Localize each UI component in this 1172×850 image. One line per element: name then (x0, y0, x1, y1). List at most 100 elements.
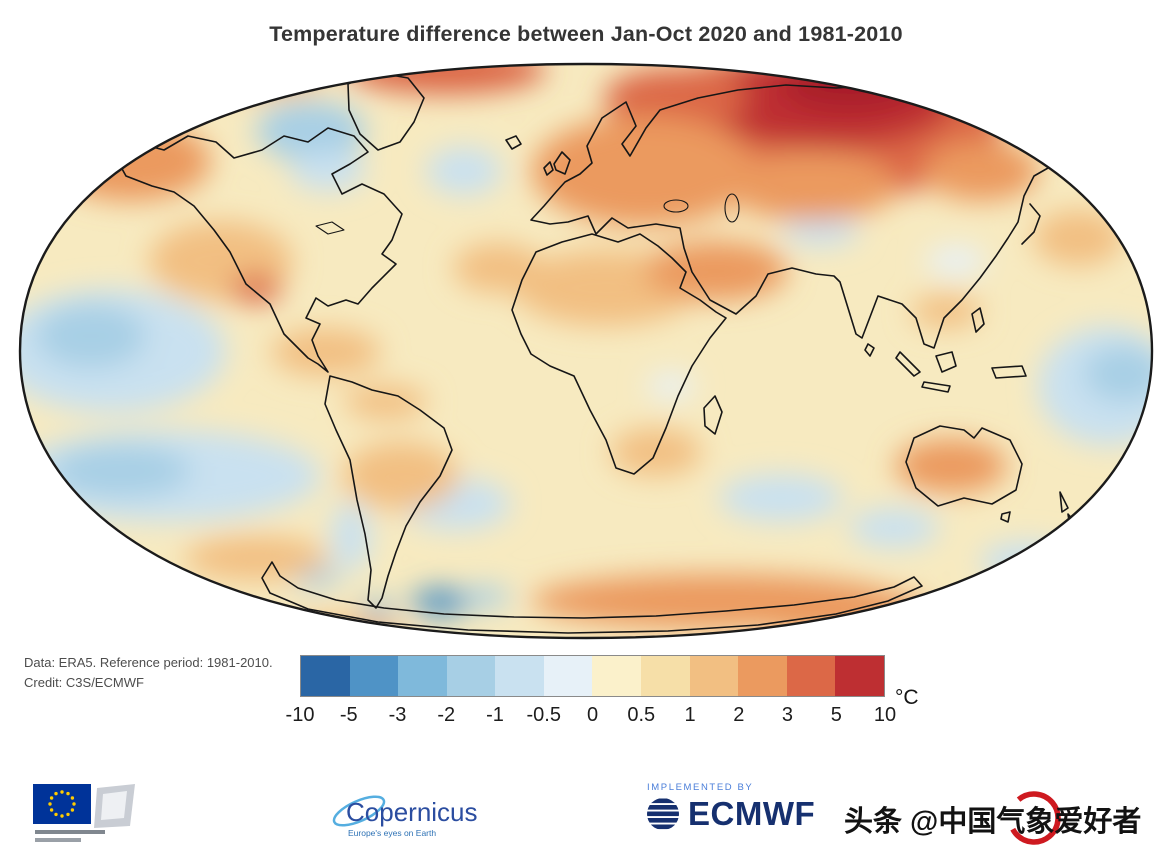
blob-echina-cool (926, 246, 986, 276)
blob-centralasia-warm (726, 151, 896, 221)
coast-ireland (543, 161, 554, 176)
colorbar-tick: 3 (781, 704, 794, 726)
blob-nechina-warm (923, 141, 1039, 201)
colorbar-tick: 2 (733, 704, 745, 726)
eu-commission-logo (33, 784, 153, 846)
coast-java (921, 381, 951, 393)
colorbar-segment (786, 656, 836, 696)
colorbar-segment (301, 656, 350, 696)
blob-antarctic-deep1 (411, 588, 471, 616)
lake-great-lakes (315, 221, 345, 235)
eu-flag-icon (33, 784, 135, 828)
lake-caspian (724, 193, 740, 223)
blob-barents-warm (604, 68, 748, 128)
blob-tibet-cool (783, 216, 859, 246)
copernicus-logo-icon: Copernicus Europe's eyes on Earth (332, 795, 478, 838)
copernicus-wordmark: Copernicus (346, 797, 478, 827)
blob-hudson-cool (256, 101, 366, 161)
blob-spacific-warm (184, 536, 328, 580)
blob-siberia-core-red (781, 64, 921, 110)
colorbar-segment (495, 656, 544, 696)
coast-madagascar (703, 395, 723, 435)
watermark-red-ring-icon (1007, 791, 1061, 845)
coast-africa (511, 233, 727, 475)
blob-hudson-cool2 (290, 151, 366, 191)
coast-north-america (115, 127, 403, 373)
blob-swaustralia-cool (849, 508, 939, 548)
colorbar (300, 655, 885, 697)
eu-logo-caption-bar (35, 830, 105, 834)
data-credit: Data: ERA5. Reference period: 1981-2010.… (24, 653, 296, 693)
blob-australia-warm (895, 439, 1007, 493)
coast-uk (553, 151, 571, 175)
blob-seasia-warm (911, 294, 981, 328)
watermark: 头条 @中国气象爱好者 (844, 791, 1164, 848)
colorbar-segment (689, 656, 739, 696)
colorbar-tick: -5 (339, 704, 358, 726)
map-outline (18, 62, 1154, 640)
blob-mideast-warm (644, 241, 788, 301)
colorbar-segment (738, 656, 787, 696)
coast-philippines (971, 307, 985, 333)
credit-line-1: Data: ERA5. Reference period: 1981-2010. (24, 655, 273, 670)
blob-sindian-cool (719, 474, 843, 522)
ecmwf-sphere-icon (647, 798, 679, 830)
colorbar-tick: 0 (586, 704, 599, 726)
eu-logo-caption-bar (35, 838, 81, 842)
colorbar-segment (446, 656, 496, 696)
coastlines (115, 71, 1079, 634)
colorbar-segment (641, 656, 690, 696)
coast-japan (1021, 203, 1041, 245)
colorbar-tick: -1 (486, 704, 504, 726)
coast-eurasia (530, 84, 1057, 349)
colorbar-segment (835, 656, 884, 696)
colorbar-tick: -0.5 (526, 704, 561, 726)
coast-antarctica (261, 561, 923, 634)
colorbar-unit: °C (895, 686, 919, 709)
colorbar-tick: -10 (285, 704, 315, 726)
figure-title: Temperature difference between Jan-Oct 2… (269, 22, 903, 46)
world-anomaly-map (18, 62, 1154, 640)
coast-iceland (505, 135, 522, 150)
colorbar-tick: 0.5 (627, 704, 656, 726)
blob-antarctic-cool4 (462, 586, 510, 608)
sea-black (663, 199, 689, 213)
blob-swus-hot (230, 275, 282, 303)
colorbar-segment (349, 656, 399, 696)
colorbar-segment (543, 656, 593, 696)
colorbar-tick: 1 (684, 704, 696, 726)
copernicus-tagline: Europe's eyes on Earth (348, 828, 436, 838)
colorbar-segment (398, 656, 447, 696)
colorbar-ticks: -10 -5 -3 -2 -1 -0.5 0 0.5 1 2 3 5 10 (286, 704, 897, 730)
blob-samerica-north-warm (344, 385, 428, 419)
blob-mexico-warm (271, 328, 381, 376)
coast-australia (905, 425, 1023, 507)
credit-line-2: Credit: C3S/ECMWF (24, 675, 144, 690)
coast-nz-north (1059, 491, 1069, 513)
watermark-text: 头条 @中国气象爱好者 (844, 806, 1142, 838)
colorbar-tick: -2 (437, 704, 456, 726)
coast-srilanka (864, 343, 875, 357)
colorbar-tick: 5 (830, 704, 842, 726)
blob-natlantic-cool (426, 147, 502, 195)
ecmwf-wordmark: ECMWF (688, 795, 816, 832)
copernicus-orbit-icon (332, 795, 386, 827)
colorbar-tick: -3 (388, 704, 407, 726)
blob-eqafrica-cool (647, 373, 695, 399)
coast-south-america (324, 375, 453, 609)
blob-epacific-edge-core (1084, 346, 1152, 402)
blob-antarctic-deep2 (361, 600, 395, 618)
ecmwf-implemented-by: IMPLEMENTED BY (647, 782, 754, 793)
blob-japan-east-warm (1033, 210, 1123, 266)
blob-samerica-warm (343, 442, 459, 510)
coast-newguinea (991, 365, 1027, 379)
coast-borneo (935, 351, 957, 373)
blob-eqpacific-core (51, 445, 191, 497)
logo-row: Copernicus Europe's eyes on Earth IMPLEM… (0, 780, 1172, 850)
colorbar-segment (592, 656, 642, 696)
copernicus-logo: Copernicus Europe's eyes on Earth (310, 784, 520, 847)
ecmwf-logo: IMPLEMENTED BY ECMWF (645, 782, 815, 833)
coast-sumatra (895, 351, 921, 377)
colorbar-tick: 10 (873, 704, 897, 726)
